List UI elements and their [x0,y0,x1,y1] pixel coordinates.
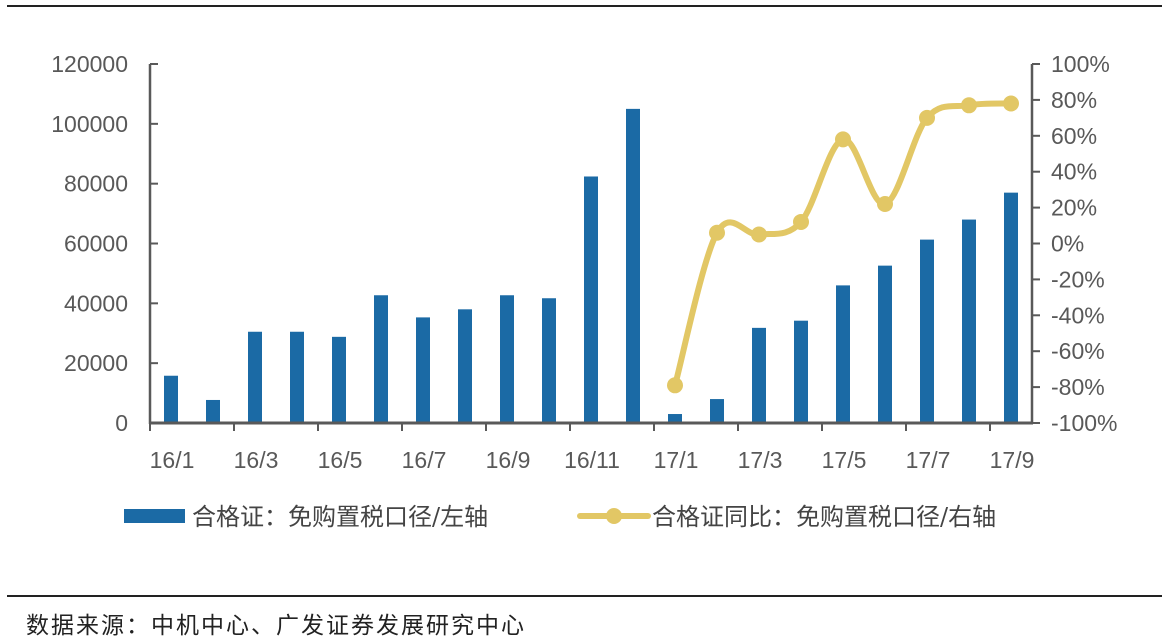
bar [752,327,766,423]
x-tick-label: 16/9 [486,447,531,473]
bar-series [164,108,1018,423]
bar [206,399,220,423]
line-marker [793,213,809,230]
left-tick-label: 20000 [64,350,128,376]
legend: 合格证：免购置税口径/左轴 合格证同比：免购置税口径/右轴 [124,503,996,531]
bar [164,375,178,423]
line-marker [835,131,851,148]
left-tick-label: 40000 [64,290,128,316]
x-tick-label: 16/11 [564,447,620,473]
x-tick-label: 16/7 [402,447,447,473]
x-tick-label: 17/9 [990,447,1035,473]
right-tick-label: 20% [1051,195,1097,221]
bar [416,317,430,423]
left-tick-label: 60000 [64,231,128,257]
legend-bar-label: 合格证：免购置税口径/左轴 [192,503,488,531]
chart: 0 20000 40000 60000 80000 100000 120000 -100% -8… [51,51,1117,531]
line-marker [961,97,977,114]
bar [332,336,346,423]
bar [962,219,976,423]
x-tick-label: 16/1 [150,447,195,473]
bar [248,331,262,423]
line-marker [667,377,683,394]
bar [836,285,850,423]
left-tick-label: 100000 [51,111,128,137]
right-tick-label: 80% [1051,87,1097,113]
bar [500,295,514,423]
x-tick-label: 17/1 [654,447,699,473]
bar [878,265,892,423]
right-tick-label: -60% [1051,338,1105,364]
bar [668,414,682,423]
bar [920,239,934,423]
bar [626,108,640,423]
line-marker [1003,95,1019,112]
right-tick-label: 0% [1051,231,1084,257]
left-tick-label: 80000 [64,171,128,197]
right-tick-label: -80% [1051,374,1105,400]
right-tick-label: -40% [1051,302,1105,328]
bar [374,295,388,423]
right-tick-label: 40% [1051,159,1097,185]
legend-bar-swatch [124,509,185,523]
axes: 0 20000 40000 60000 80000 100000 120000 -100% -8… [51,51,1117,473]
x-tick-label: 17/3 [738,447,783,473]
x-tick-label: 17/5 [822,447,867,473]
right-tick-label: -20% [1051,266,1105,292]
bar [542,298,556,423]
x-tick-label: 16/5 [318,447,363,473]
x-tick-label: 17/7 [906,447,951,473]
line-marker [919,109,935,126]
bar [584,176,598,423]
bar [1004,192,1018,423]
bar [458,309,472,423]
line-series [667,95,1019,394]
left-tick-label: 120000 [51,51,128,77]
bottom-divider [7,595,1162,597]
x-tick-label: 16/3 [234,447,279,473]
right-tick-label: 100% [1051,51,1110,77]
left-tick-label: 0 [115,410,128,436]
line-marker [751,226,767,243]
bar [794,320,808,423]
right-tick-label: -100% [1051,410,1117,436]
top-divider [7,5,1162,7]
line-marker [877,196,893,213]
line-marker [709,224,725,241]
source-note: 数据来源：中机中心、广发证券发展研究中心 [26,613,526,639]
bar [290,331,304,423]
legend-line-marker [606,508,622,524]
legend-line-label: 合格证同比：免购置税口径/右轴 [652,503,996,531]
bar [710,399,724,423]
right-tick-label: 60% [1051,123,1097,149]
